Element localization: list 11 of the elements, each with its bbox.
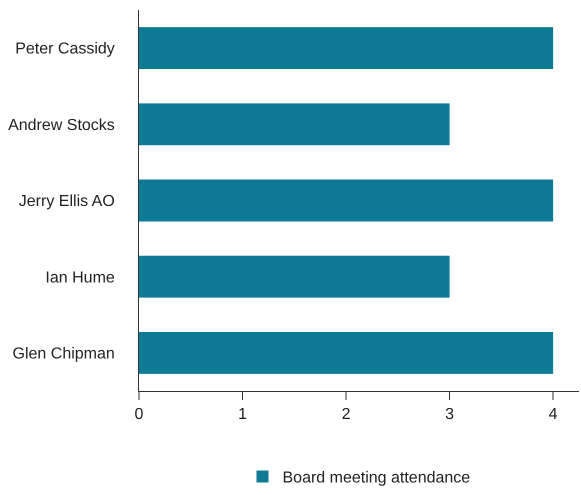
y-tick-label: Jerry Ellis AO <box>18 193 115 210</box>
x-tick-label: 4 <box>548 406 558 424</box>
x-tick-label: 3 <box>445 406 454 424</box>
y-tick-label: Andrew Stocks <box>8 116 115 134</box>
x-tick-label: 2 <box>342 406 351 424</box>
x-tick-label: 0 <box>134 406 144 424</box>
x-tick-label: 1 <box>238 406 248 424</box>
y-tick-label: Glen Chipman <box>12 346 115 362</box>
y-tick-label: Ian Hume <box>45 269 115 286</box>
legend-label: Board meeting attendance <box>282 470 470 487</box>
y-tick-label: Peter Cassidy <box>15 40 115 58</box>
